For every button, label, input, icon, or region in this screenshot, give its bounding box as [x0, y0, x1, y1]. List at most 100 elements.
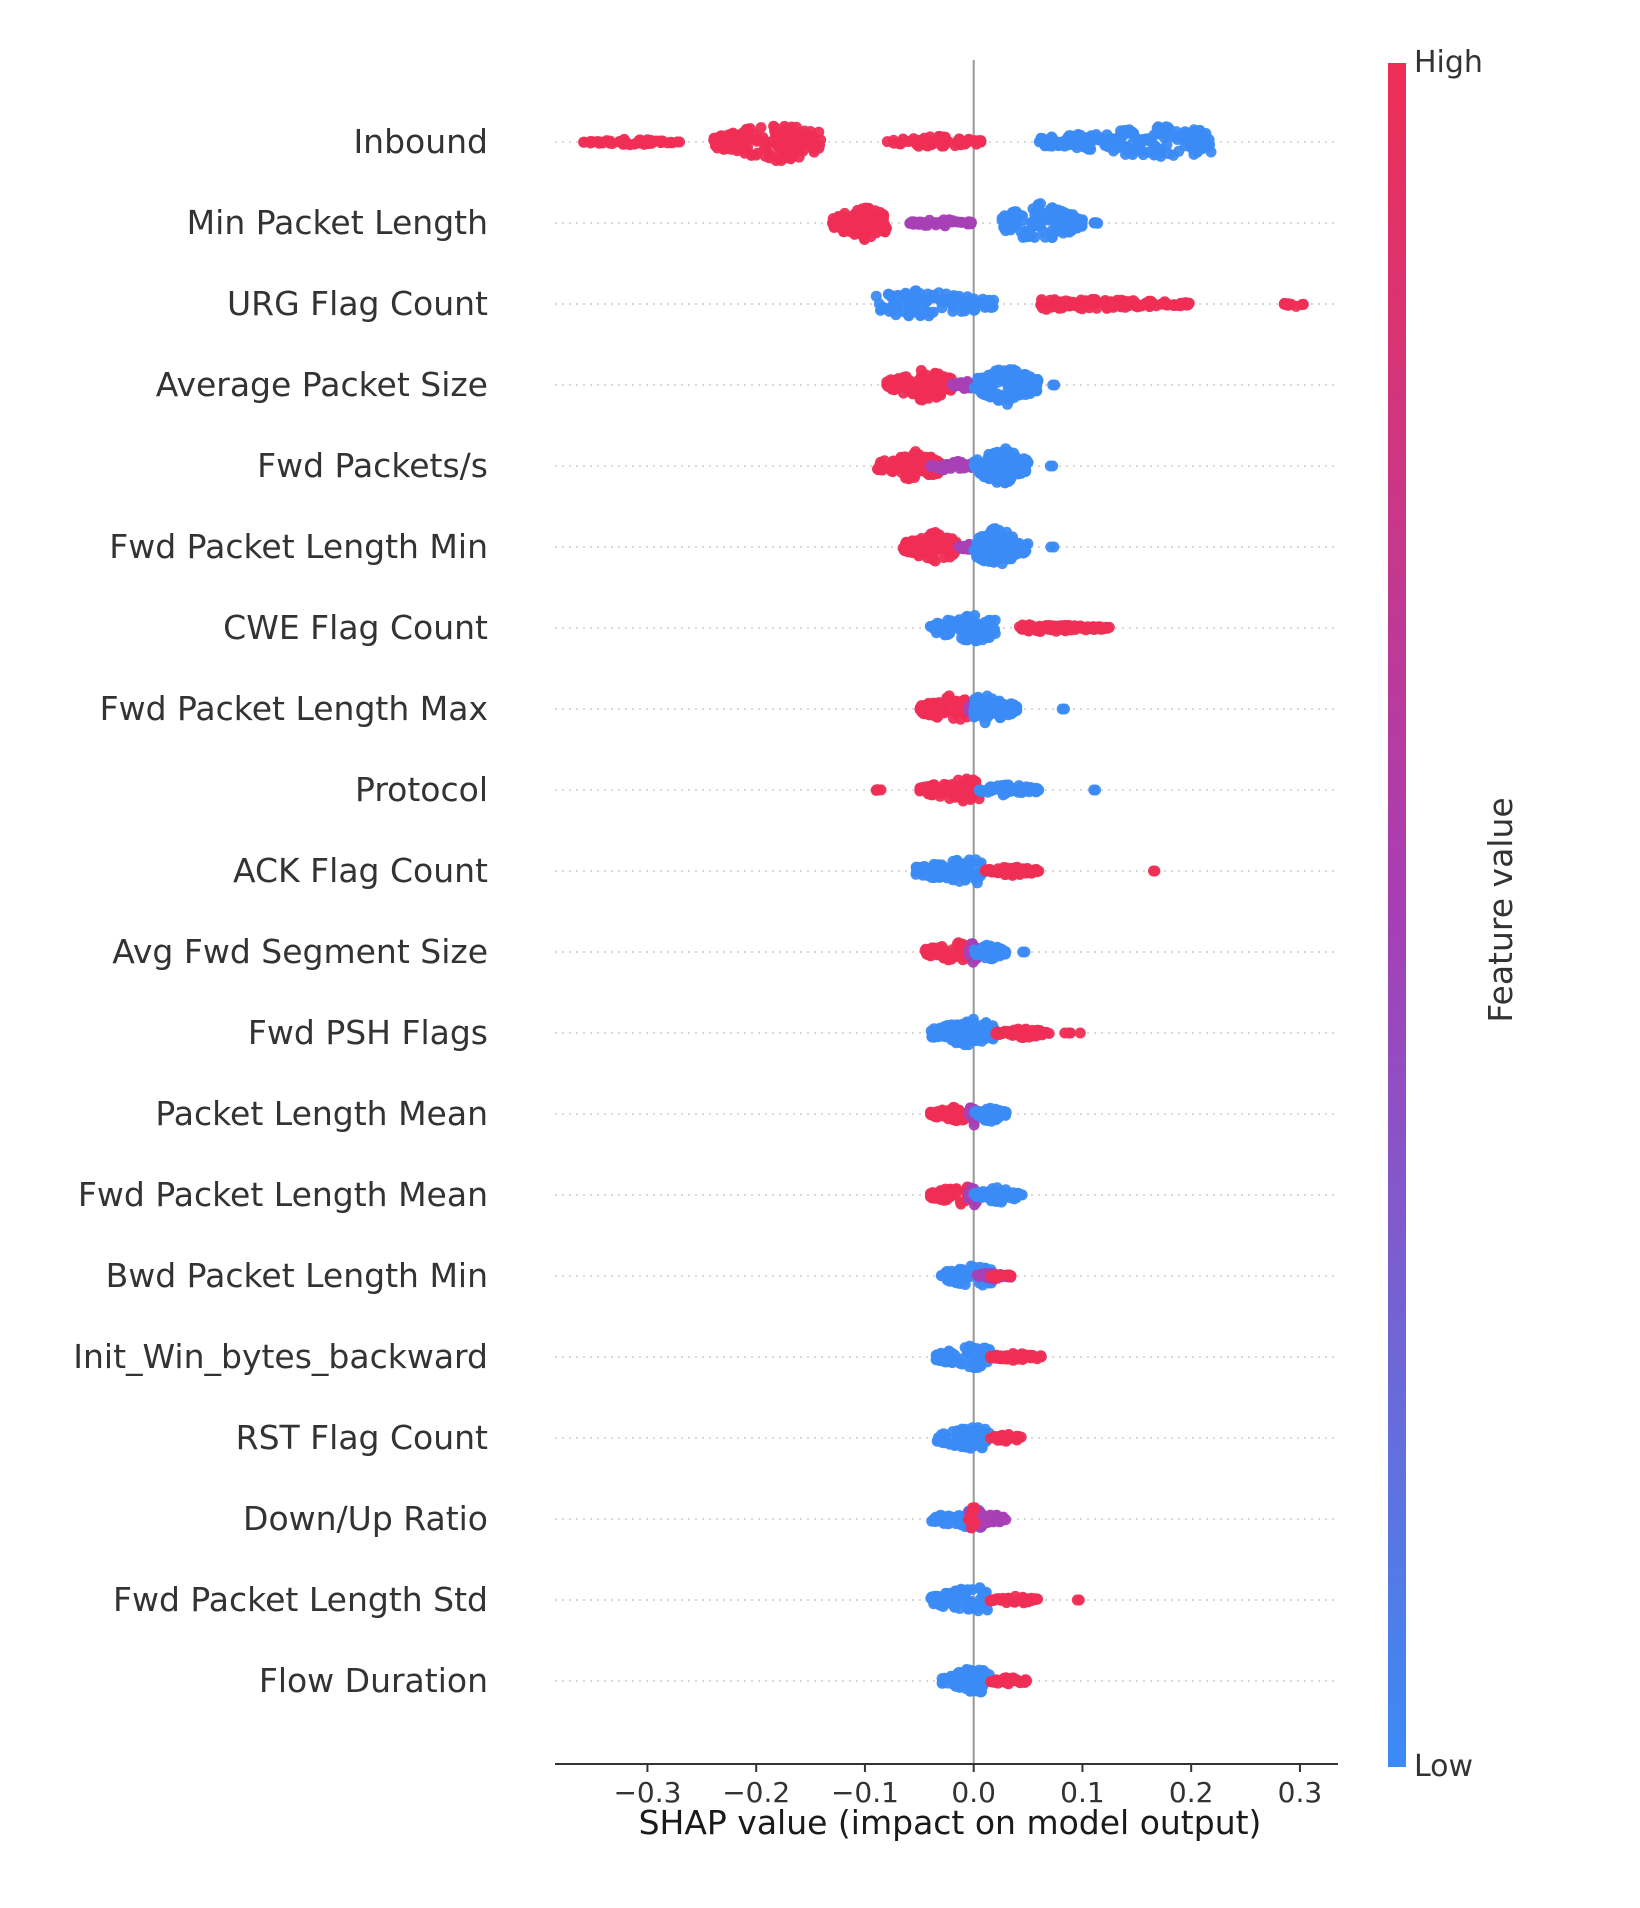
shap-point [925, 865, 937, 877]
shap-point [1090, 298, 1102, 310]
shap-point [856, 203, 868, 215]
shap-point [1152, 121, 1164, 133]
shap-point [1194, 131, 1206, 143]
shap-point [1121, 145, 1133, 157]
shap-point [1021, 378, 1033, 390]
shap-point [944, 551, 956, 563]
shap-point [1282, 299, 1294, 311]
shap-point [930, 1354, 942, 1366]
shap-point [870, 784, 882, 796]
shap-point [1034, 1025, 1046, 1037]
shap-point [942, 704, 953, 716]
shap-point [916, 705, 928, 717]
shap-point [1182, 297, 1194, 309]
shap-point [912, 134, 924, 146]
shap-point [714, 132, 725, 144]
shap-point [846, 212, 858, 224]
shap-point [1017, 622, 1029, 634]
feature-label: Fwd PSH Flags [248, 1013, 488, 1052]
shap-point [996, 558, 1008, 570]
shap-point [1010, 702, 1022, 713]
shap-point [934, 871, 946, 883]
shap-point [950, 617, 962, 628]
shap-point [992, 780, 1004, 792]
feature-row [935, 1260, 1017, 1291]
shap-point [1014, 1189, 1026, 1201]
shap-point [964, 218, 976, 229]
feature-label: Down/Up Ratio [243, 1499, 488, 1538]
shap-point [996, 948, 1008, 960]
shap-point [1010, 1432, 1021, 1444]
shap-point [976, 710, 988, 722]
feature-label: Inbound [353, 122, 488, 161]
shap-point [973, 1107, 985, 1119]
shap-point [965, 1345, 977, 1357]
shap-point [976, 1508, 988, 1520]
feature-row [919, 937, 1031, 968]
shap-point [1020, 1674, 1032, 1686]
shap-point [745, 149, 757, 161]
shap-point [1122, 296, 1134, 308]
shap-point [929, 619, 941, 631]
x-axis: −0.3 −0.2 −0.1 0.0 0.1 0.2 0.3 [555, 1763, 1338, 1809]
shap-point [901, 135, 913, 147]
shap-point [947, 1274, 959, 1286]
shap-point [805, 126, 816, 137]
plot-area [555, 60, 1338, 1764]
shap-point [922, 544, 934, 556]
shap-point [1024, 784, 1036, 795]
feature-label: Average Packet Size [156, 365, 488, 404]
shap-point [973, 693, 985, 704]
shap-point [1004, 393, 1016, 405]
shap-point [739, 126, 751, 138]
shap-point [939, 1432, 951, 1444]
shap-point [965, 1442, 977, 1454]
shap-point [997, 1513, 1009, 1525]
shap-point [665, 136, 677, 148]
shap-point [981, 1604, 993, 1616]
shap-point [1004, 217, 1016, 229]
shap-point [997, 1352, 1009, 1364]
shap-point [1113, 131, 1125, 143]
shap-point [939, 1356, 951, 1368]
shap-point [906, 536, 918, 548]
shap-point [988, 447, 1000, 459]
shap-point [1161, 139, 1173, 151]
shap-point [1065, 1027, 1076, 1039]
shap-point [973, 1664, 985, 1676]
shap-point [944, 1516, 956, 1528]
shap-point [1062, 225, 1074, 237]
shap-point [1003, 1592, 1015, 1604]
x-tick-label: −0.1 [831, 1776, 899, 1809]
shap-point [917, 294, 929, 306]
shap-point [1140, 133, 1151, 145]
shap-point [873, 298, 885, 310]
shap-point [1001, 1026, 1013, 1038]
shap-point [955, 1106, 967, 1118]
shap-point [930, 389, 942, 401]
feature-row [924, 610, 1115, 647]
shap-point [927, 1187, 939, 1199]
shap-point [1111, 142, 1123, 154]
shap-point [1003, 1271, 1015, 1283]
shap-point [954, 875, 965, 887]
x-tick-label: −0.2 [722, 1776, 790, 1809]
shap-point [957, 296, 969, 307]
shap-point [970, 1035, 982, 1047]
shap-point [994, 534, 1006, 546]
shap-point [1101, 302, 1113, 314]
feature-label: CWE Flag Count [223, 608, 488, 647]
shap-point [859, 216, 871, 228]
shap-point [962, 787, 973, 799]
feature-label: Packet Length Mean [155, 1094, 488, 1133]
shap-point [974, 1582, 986, 1594]
shap-point [950, 1114, 962, 1126]
shap-point [632, 137, 644, 149]
shap-point [1168, 299, 1180, 311]
shap-point [966, 1522, 978, 1534]
shap-point [1023, 1350, 1035, 1362]
shap-point [978, 471, 990, 482]
shap-point [895, 376, 907, 387]
shap-point [1026, 865, 1037, 877]
